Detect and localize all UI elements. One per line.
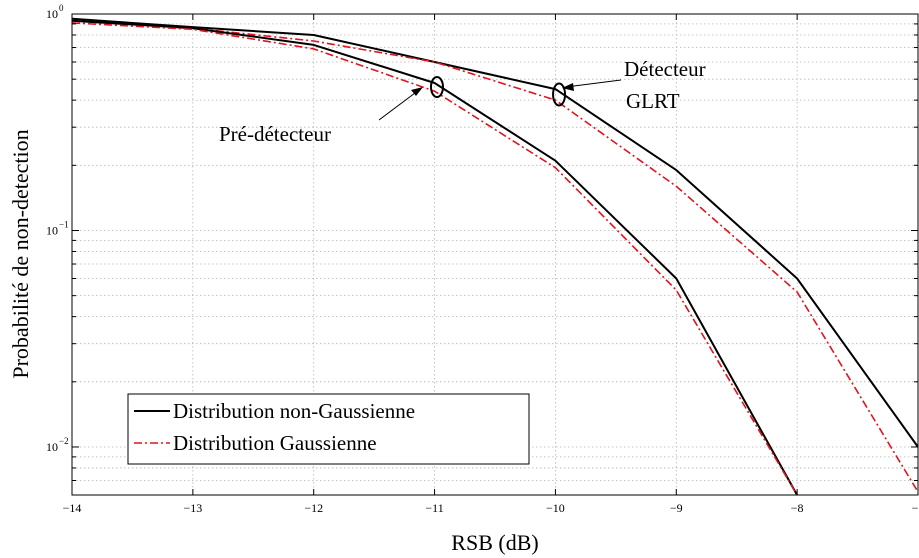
plot-frame [71,13,919,496]
series-line-GLRT-gaussian [72,20,918,493]
y-tick-label-exponent: −2 [59,436,69,446]
y-tick-label: 10 [46,223,58,237]
x-tick-label: −10 [546,501,565,515]
annotation-text-detecteur: Détecteur [624,57,706,81]
annotation-arrowhead-glrt [562,83,574,91]
legend-label-gaussian: Distribution Gaussienne [173,431,377,455]
annotation-text-pre-detecteur: Pré-détecteur [219,122,331,146]
x-tick-label: −9 [670,501,683,515]
series-line-GLRT-non-gaussian [72,17,918,448]
y-tick-label: 10 [46,7,58,21]
legend: Distribution non-Gaussienne Distribution… [127,393,530,465]
y-tick-label: 10 [46,440,58,454]
axis-ticks [71,13,919,496]
legend-box [127,393,530,465]
x-tick-label: −8 [791,501,804,515]
x-tick-label: −14 [63,501,82,515]
annotation-ellipse-glrt [552,82,567,107]
x-tick-label: −7 [912,501,919,515]
annotations: Pré-détecteur Détecteur GLRT [219,57,706,146]
x-tick-label: −11 [425,501,443,515]
x-axis-label: RSB (dB) [451,530,538,555]
series-line-pre-non-gaussian [72,19,798,495]
legend-label-non-gaussian: Distribution non-Gaussienne [173,399,415,423]
annotation-arrow-glrt [565,79,622,88]
y-axis-label: Probabilité de non-detection [8,129,33,378]
y-tick-label-exponent: −1 [59,219,69,229]
series-line-pre-gaussian [72,22,798,495]
x-tick-labels: −14 −13 −12 −11 −10 −9 −8 −7 [63,501,919,515]
y-tick-label-exponent: 0 [59,3,64,13]
series-lines [72,17,918,495]
x-tick-label: −13 [183,501,202,515]
annotation-arrowhead-pre-detecteur [411,87,423,96]
annotation-ellipse-pre-detecteur [429,76,444,99]
annotation-text-glrt: GLRT [626,89,680,113]
x-tick-label: −12 [304,501,323,515]
annotation-arrow-pre-detecteur [378,89,420,121]
